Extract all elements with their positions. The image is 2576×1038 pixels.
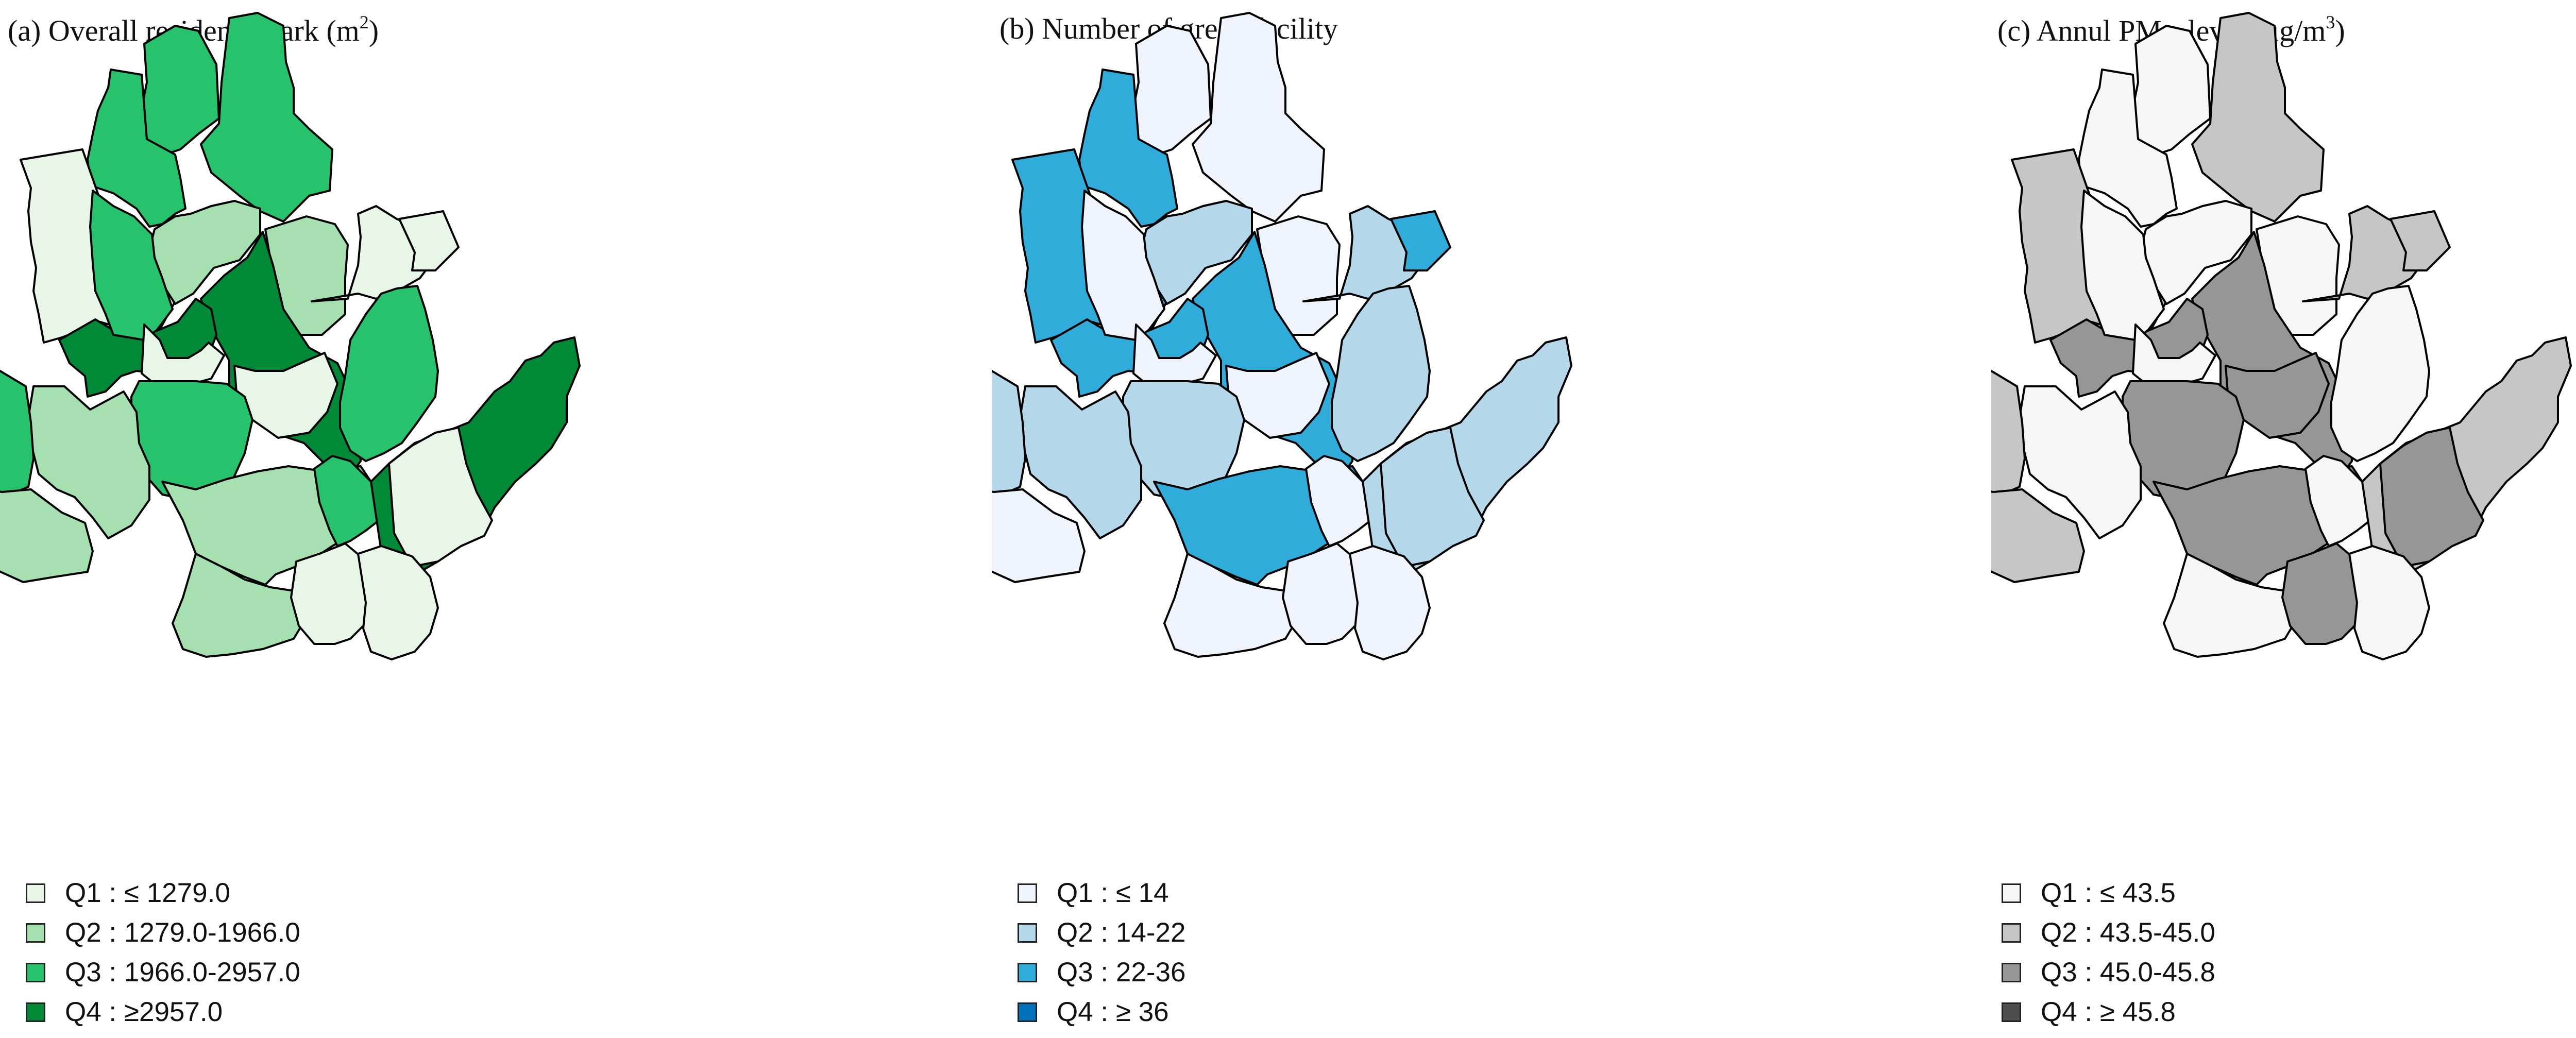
legend-item-q3: Q3 : 45.0-45.8 bbox=[2002, 952, 2215, 992]
district-11 bbox=[89, 190, 174, 341]
legend-swatch bbox=[2002, 1002, 2021, 1022]
legend-item-q2: Q2 : 1279.0-1966.0 bbox=[26, 913, 300, 952]
legend-item-q2: Q2 : 43.5-45.0 bbox=[2002, 913, 2215, 952]
legend-item-q4: Q4 : ≥ 36 bbox=[1018, 992, 1185, 1032]
legend-label: Q4 : ≥2957.0 bbox=[65, 997, 223, 1027]
district-11 bbox=[2080, 190, 2165, 341]
legend-swatch bbox=[2002, 923, 2021, 943]
district-1 bbox=[141, 25, 220, 156]
legend-label: Q1 : ≤ 14 bbox=[1057, 878, 1169, 908]
district-3 bbox=[1078, 69, 1178, 228]
panel-b: (b) Number of green facility Q1 : ≤ 14 Q… bbox=[992, 0, 1932, 1038]
district-2 bbox=[200, 12, 333, 223]
choropleth-map bbox=[0, 12, 581, 660]
legend-swatch bbox=[26, 923, 45, 943]
district-16 bbox=[1991, 370, 2026, 496]
legend-item-q3: Q3 : 22-36 bbox=[1018, 952, 1185, 992]
choropleth-map bbox=[1991, 12, 2572, 660]
legend-swatch bbox=[26, 1002, 45, 1022]
legend: Q1 : ≤ 43.5 Q2 : 43.5-45.0 Q3 : 45.0-45.… bbox=[2002, 873, 2215, 1032]
legend-swatch bbox=[1018, 923, 1037, 943]
district-1 bbox=[1132, 25, 1212, 156]
district-24 bbox=[357, 545, 439, 660]
legend-swatch bbox=[2002, 962, 2021, 982]
legend-swatch bbox=[26, 883, 45, 903]
district-25 bbox=[1331, 285, 1431, 462]
legend-label: Q3 : 1966.0-2957.0 bbox=[65, 957, 300, 988]
district-3 bbox=[2078, 69, 2178, 228]
district-group bbox=[992, 12, 1572, 660]
legend-item-q1: Q1 : ≤ 14 bbox=[1018, 873, 1185, 913]
legend-swatch bbox=[26, 962, 45, 982]
district-24 bbox=[1349, 545, 1431, 660]
district-16 bbox=[0, 370, 35, 496]
legend-label: Q3 : 45.0-45.8 bbox=[2041, 957, 2215, 988]
district-15 bbox=[1019, 385, 1142, 539]
district-8 bbox=[398, 210, 460, 271]
district-group bbox=[0, 12, 581, 660]
legend-label: Q1 : ≤ 43.5 bbox=[2041, 878, 2176, 908]
legend-swatch bbox=[2002, 883, 2021, 903]
legend-label: Q1 : ≤ 1279.0 bbox=[65, 878, 230, 908]
district-17 bbox=[992, 488, 1086, 583]
legend-label: Q2 : 14-22 bbox=[1057, 917, 1186, 948]
legend: Q1 : ≤ 14 Q2 : 14-22 Q3 : 22-36 Q4 : ≥ 3… bbox=[1018, 873, 1185, 1032]
district-22 bbox=[2163, 553, 2301, 658]
district-3 bbox=[87, 69, 187, 228]
legend-label: Q3 : 22-36 bbox=[1057, 957, 1186, 988]
legend-item-q4: Q4 : ≥ 45.8 bbox=[2002, 992, 2215, 1032]
legend-item-q1: Q1 : ≤ 1279.0 bbox=[26, 873, 300, 913]
district-17 bbox=[1991, 488, 2085, 583]
district-2 bbox=[1192, 12, 1325, 223]
legend-item-q2: Q2 : 14-22 bbox=[1018, 913, 1185, 952]
district-11 bbox=[1081, 190, 1165, 341]
district-15 bbox=[2019, 385, 2142, 539]
district-8 bbox=[2389, 210, 2451, 271]
panel-c: (c) Annul PM10 level (μg/m3) Q1 : ≤ 43.5… bbox=[1991, 0, 2576, 1038]
district-22 bbox=[1163, 553, 1302, 658]
legend-swatch bbox=[1018, 962, 1037, 982]
district-2 bbox=[2191, 12, 2325, 223]
district-25 bbox=[2330, 285, 2430, 462]
legend-item-q4: Q4 : ≥2957.0 bbox=[26, 992, 300, 1032]
district-17 bbox=[0, 488, 94, 583]
district-24 bbox=[2348, 545, 2430, 660]
legend-swatch bbox=[1018, 1002, 1037, 1022]
panel-a: (a) Overall residence park (m2) Q1 : ≤ 1… bbox=[0, 0, 940, 1038]
legend-label: Q2 : 1279.0-1966.0 bbox=[65, 917, 300, 948]
legend-item-q3: Q3 : 1966.0-2957.0 bbox=[26, 952, 300, 992]
district-25 bbox=[339, 285, 439, 462]
district-group bbox=[1991, 12, 2572, 660]
legend-swatch bbox=[1018, 883, 1037, 903]
legend-item-q1: Q1 : ≤ 43.5 bbox=[2002, 873, 2215, 913]
district-22 bbox=[172, 553, 310, 658]
legend-label: Q2 : 43.5-45.0 bbox=[2041, 917, 2215, 948]
legend: Q1 : ≤ 1279.0 Q2 : 1279.0-1966.0 Q3 : 19… bbox=[26, 873, 300, 1032]
district-8 bbox=[1390, 210, 1451, 271]
legend-label: Q4 : ≥ 36 bbox=[1057, 997, 1169, 1027]
choropleth-map bbox=[992, 12, 1572, 660]
district-1 bbox=[2132, 25, 2211, 156]
district-16 bbox=[992, 370, 1026, 496]
legend-label: Q4 : ≥ 45.8 bbox=[2041, 997, 2176, 1027]
district-15 bbox=[27, 385, 150, 539]
